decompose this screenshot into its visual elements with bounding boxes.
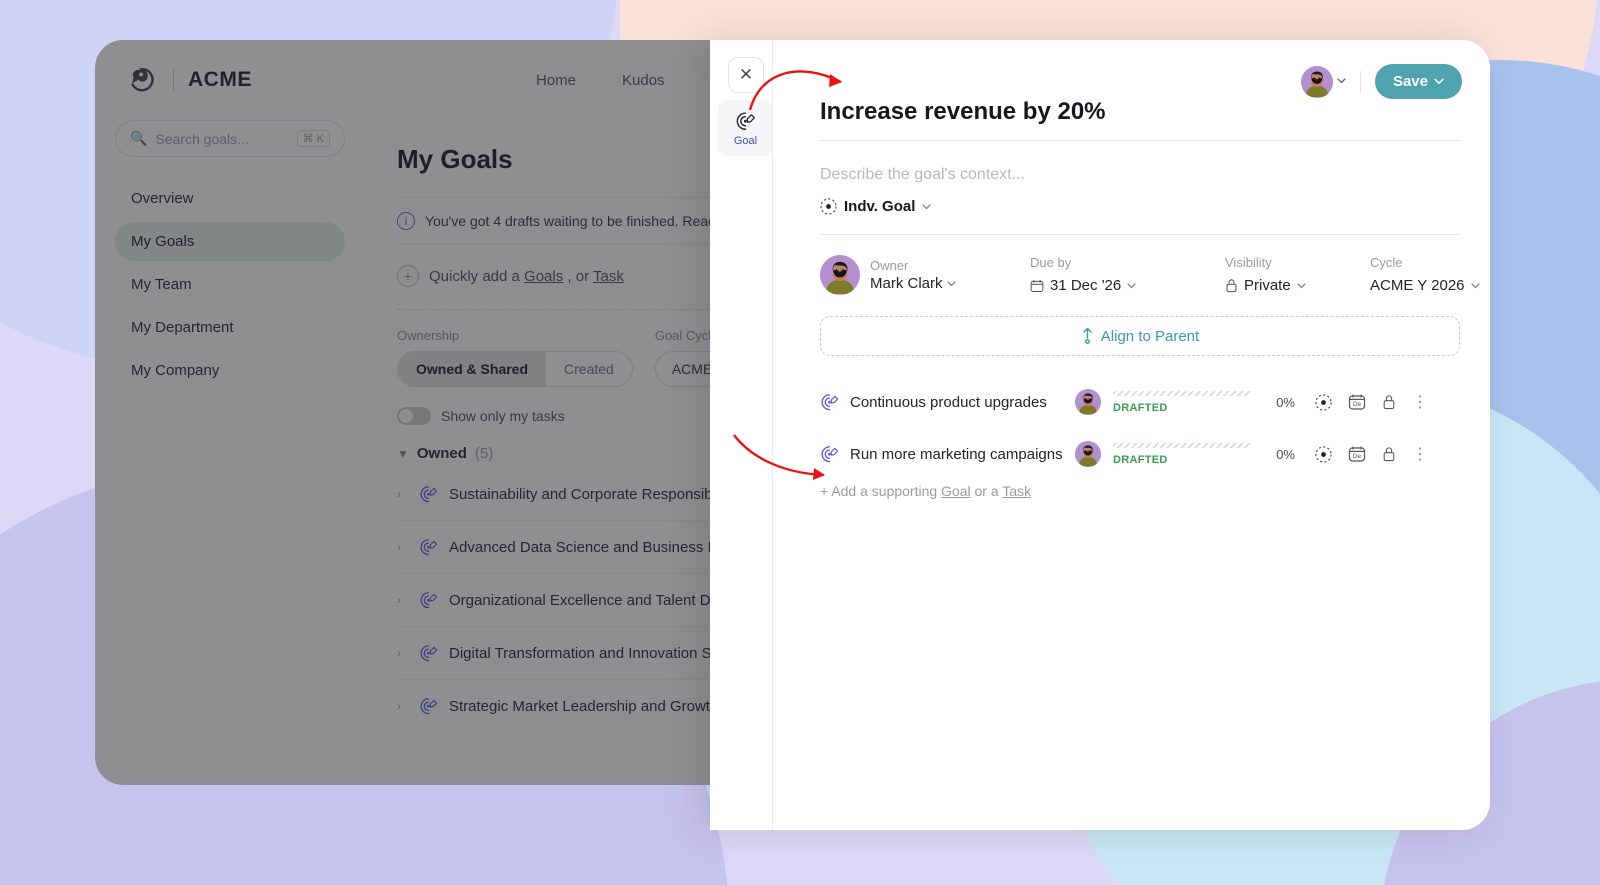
svg-text:De: De xyxy=(1353,453,1362,460)
svg-text:De: De xyxy=(1353,401,1362,408)
